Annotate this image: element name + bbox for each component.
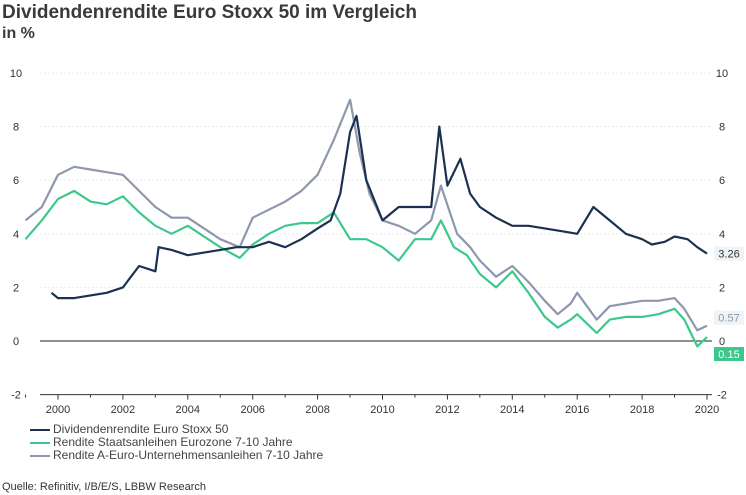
y-tick-label-right: 4 bbox=[719, 229, 725, 241]
series-line bbox=[50, 114, 708, 300]
legend-swatch bbox=[30, 441, 50, 444]
x-tick-label: 2000 bbox=[46, 404, 70, 416]
end-label-box bbox=[714, 246, 744, 261]
legend-label: Rendite Staatsanleihen Eurozone 7-10 Jah… bbox=[53, 435, 293, 449]
y-tick-label-left: -2 bbox=[11, 390, 21, 402]
y-tick-label-left: 2 bbox=[13, 282, 19, 294]
y-tick-label-right: -2 bbox=[717, 390, 727, 402]
y-tick-label-left: 6 bbox=[13, 175, 19, 187]
y-tick-label-right: 2 bbox=[719, 282, 725, 294]
source-note: Quelle: Refinitiv, I/B/E/S, LBBW Researc… bbox=[2, 481, 206, 493]
x-tick-label: 2018 bbox=[630, 404, 654, 416]
chart-subtitle: in % bbox=[2, 25, 35, 42]
legend-item: Rendite Staatsanleihen Eurozone 7-10 Jah… bbox=[30, 436, 323, 449]
legend: Dividendenrendite Euro Stoxx 50 Rendite … bbox=[30, 423, 323, 462]
legend-label: Rendite A-Euro-Unternehmensanleihen 7-10… bbox=[53, 448, 324, 462]
end-label-box bbox=[714, 310, 744, 325]
x-tick-label: 2010 bbox=[370, 404, 394, 416]
end-value-label: 0.57 bbox=[718, 313, 739, 325]
legend-swatch bbox=[30, 428, 50, 431]
x-tick-label: 2006 bbox=[240, 404, 264, 416]
end-value-label: 0.15 bbox=[718, 349, 739, 361]
x-tick-label: 2002 bbox=[111, 404, 135, 416]
x-tick-label: 2008 bbox=[305, 404, 329, 416]
y-tick-label-right: 0 bbox=[719, 336, 725, 348]
legend-label: Dividendenrendite Euro Stoxx 50 bbox=[53, 422, 229, 436]
legend-item: Rendite A-Euro-Unternehmensanleihen 7-10… bbox=[30, 449, 323, 462]
y-tick-label-left: 4 bbox=[13, 229, 19, 241]
chart-title: Dividendenrendite Euro Stoxx 50 im Vergl… bbox=[2, 2, 417, 23]
y-tick-label-right: 8 bbox=[719, 122, 725, 134]
x-tick-label: 2014 bbox=[500, 404, 524, 416]
x-tick-label: 2012 bbox=[435, 404, 459, 416]
end-value-label: 3.26 bbox=[718, 249, 739, 261]
legend-item: Dividendenrendite Euro Stoxx 50 bbox=[30, 423, 323, 436]
y-tick-label-left: 0 bbox=[13, 336, 19, 348]
x-tick-label: 2016 bbox=[565, 404, 589, 416]
y-tick-label-right: 10 bbox=[716, 68, 728, 80]
x-tick-label: 2004 bbox=[176, 404, 200, 416]
y-tick-label-right: 6 bbox=[719, 175, 725, 187]
y-tick-label-left: 10 bbox=[10, 68, 22, 80]
series-line bbox=[24, 189, 708, 348]
y-tick-label-left: 8 bbox=[13, 122, 19, 134]
x-tick-label: 2020 bbox=[695, 404, 719, 416]
legend-swatch bbox=[30, 454, 50, 457]
end-label-box bbox=[714, 347, 744, 361]
line-chart: -2 -2 0 0 2 2 4 4 6 6 8 8 10 10 2000 2002 2004 2006 2008 20… bbox=[10, 68, 744, 416]
